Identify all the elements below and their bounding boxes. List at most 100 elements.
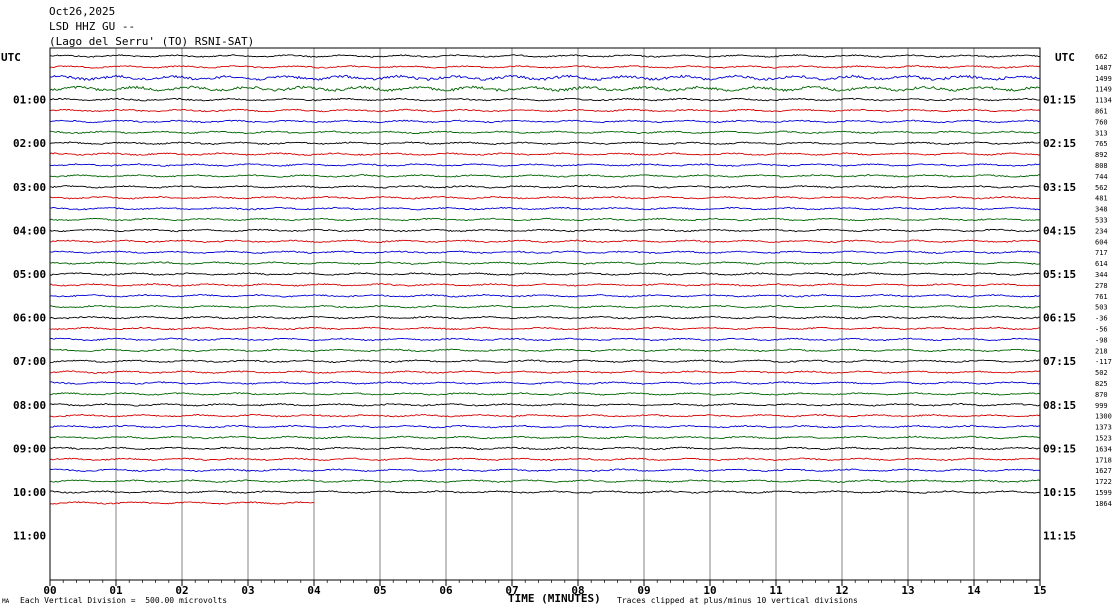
seismic-trace: [49, 54, 1041, 58]
trace-value-label: 761: [1095, 293, 1108, 301]
seismic-trace: [50, 359, 1041, 364]
x-tick-label: 14: [967, 584, 981, 597]
x-tick-label: 02: [175, 584, 188, 597]
trace-value-label: 892: [1095, 151, 1108, 159]
seismic-trace: [49, 446, 1041, 451]
trace-value-label: 870: [1095, 391, 1108, 399]
seismic-trace: [49, 468, 1041, 473]
trace-value-label: 1722: [1095, 478, 1112, 486]
grid: [115, 48, 975, 580]
x-axis-title: TIME (MINUTES): [508, 592, 601, 605]
seismic-trace: [49, 457, 1041, 462]
traces: [49, 54, 1041, 505]
right-hour-label: 02:15: [1043, 137, 1076, 150]
x-tick-label: 05: [373, 584, 386, 597]
x-tick-label: 07: [505, 584, 518, 597]
seismic-trace: [49, 228, 1041, 233]
trace-value-label: 481: [1095, 195, 1108, 203]
trace-value-label: 1373: [1095, 424, 1112, 432]
trace-value-label: 1487: [1095, 64, 1112, 72]
trace-value-label: 825: [1095, 380, 1108, 388]
labels: 00 01 02 03 04 05 06 07 08 09 10 11 12 13 14 15 UTC UTC 01…: [1, 51, 1112, 597]
seismic-trace: [49, 381, 1041, 385]
seismic-trace: [49, 85, 1041, 92]
x-tick-label: 10: [703, 584, 716, 597]
right-hour-label: 05:15: [1043, 268, 1076, 281]
seismic-trace: [49, 74, 1041, 81]
left-hour-label: 01:00: [13, 94, 46, 107]
trace-value-label: 1864: [1095, 500, 1112, 508]
station-location: (Lago del Serru' (TO) RSNI-SAT): [49, 35, 255, 48]
seismic-trace: [49, 97, 1041, 102]
left-hour-label: 03:00: [13, 181, 46, 194]
trace-value-label: 1718: [1095, 456, 1112, 464]
trace-value-label: 999: [1095, 402, 1108, 410]
trace-value-label: 502: [1095, 369, 1108, 377]
right-hour-label: 01:15: [1043, 94, 1076, 107]
trace-value-label: 662: [1095, 53, 1108, 61]
seismic-trace: [49, 65, 1041, 69]
seismic-trace: [49, 163, 1041, 167]
seismic-trace: [49, 108, 1041, 113]
seismic-trace: [49, 195, 1041, 200]
trace-value-label: 1499: [1095, 75, 1112, 83]
seismic-trace: [49, 152, 1041, 156]
trace-value-label: 604: [1095, 238, 1108, 246]
seismic-trace: [49, 141, 1041, 145]
seismic-trace: [49, 239, 1041, 244]
clip-note: Traces clipped at plus/minus 10 vertical…: [617, 596, 858, 605]
right-hour-label: 06:15: [1043, 312, 1076, 325]
trace-value-label: -56: [1095, 326, 1108, 334]
seismic-trace: [49, 174, 1041, 178]
trace-value-label: 348: [1095, 206, 1108, 214]
trace-value-label: 562: [1095, 184, 1108, 192]
station-code: LSD HHZ GU --: [49, 20, 136, 33]
trace-value-label: 1300: [1095, 413, 1112, 421]
trace-value-label: 344: [1095, 271, 1108, 279]
scale-note: Each Vertical Division = 500.00 microvol…: [20, 596, 228, 605]
trace-value-label: 1149: [1095, 86, 1112, 94]
trace-value-label: 1627: [1095, 467, 1112, 475]
seismic-trace: [49, 130, 1041, 135]
trace-value-label: 808: [1095, 162, 1108, 170]
x-tick-label: 08: [571, 584, 584, 597]
x-tick-label: 01: [109, 584, 123, 597]
seismic-trace: [49, 272, 1041, 276]
x-tick-label: 00: [43, 584, 56, 597]
x-tick-label: 11: [769, 584, 783, 597]
right-hour-label: 09:15: [1043, 442, 1076, 455]
trace-value-label: 765: [1095, 140, 1108, 148]
seismic-trace: [49, 337, 1041, 342]
left-hour-label: 08:00: [13, 399, 46, 412]
seismic-trace: [49, 435, 1041, 440]
left-hour-label: 05:00: [13, 268, 46, 281]
x-tick-label: 13: [901, 584, 914, 597]
x-tick-label: 03: [241, 584, 254, 597]
trace-value-label: 760: [1095, 118, 1108, 126]
left-hour-label: 09:00: [13, 442, 46, 455]
trace-value-label: 278: [1095, 282, 1108, 290]
x-tick-label: 04: [307, 584, 321, 597]
right-hour-label: 04:15: [1043, 224, 1076, 237]
left-hour-label: 10:00: [13, 486, 46, 499]
trace-value-label: 1134: [1095, 97, 1112, 105]
trace-value-label: 218: [1095, 347, 1108, 355]
right-hour-label: 08:15: [1043, 399, 1076, 412]
right-utc-label: UTC: [1055, 51, 1075, 64]
seismic-trace: [49, 315, 1040, 320]
trace-value-label: 744: [1095, 173, 1108, 181]
trace-value-label: 1634: [1095, 445, 1112, 453]
seismic-trace: [49, 413, 1041, 418]
chart-date: Oct26,2025: [49, 5, 116, 18]
seismic-trace: [49, 348, 1041, 353]
seismic-trace: [49, 326, 1040, 331]
left-hour-label: 02:00: [13, 137, 46, 150]
seismic-trace: [49, 402, 1041, 407]
seismic-trace: [49, 261, 1041, 265]
seismic-trace: [49, 217, 1041, 222]
footer-mark: MA: [2, 598, 10, 605]
seismic-trace: [49, 206, 1041, 211]
trace-value-label: 503: [1095, 304, 1108, 312]
trace-value-label: 614: [1095, 260, 1108, 268]
